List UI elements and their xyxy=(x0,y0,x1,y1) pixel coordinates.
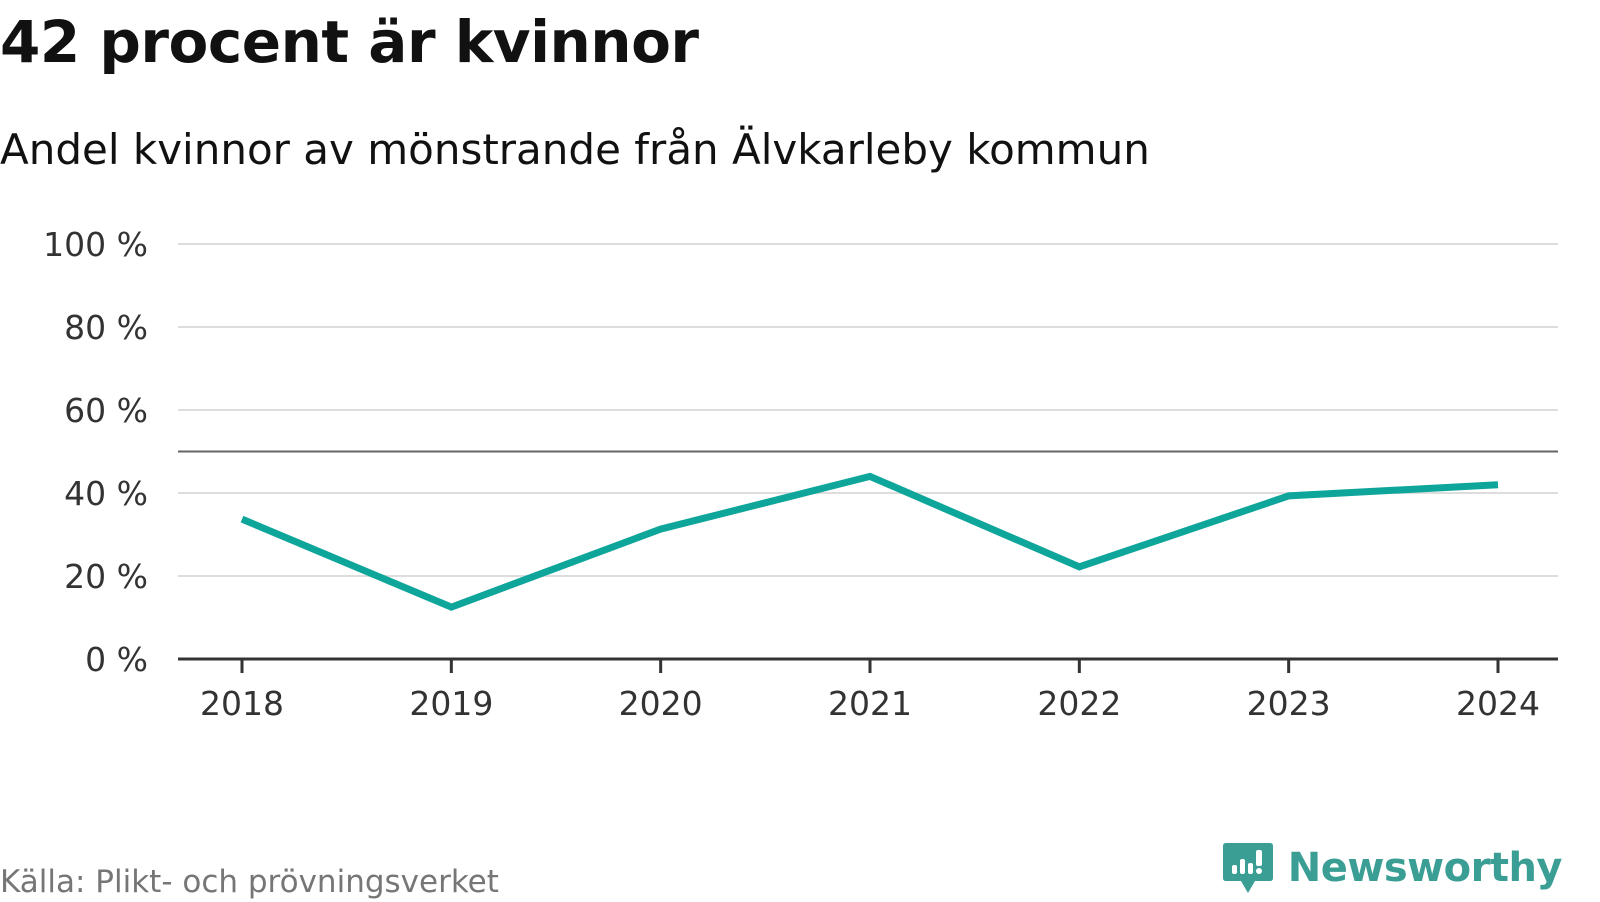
brand-name: Newsworthy xyxy=(1287,845,1563,891)
x-tick-label: 2024 xyxy=(1456,684,1540,723)
chart-subtitle: Andel kvinnor av mönstrande från Älvkarl… xyxy=(0,125,1150,174)
line-chart: 0 % 20 % 40 % 60 % 80 % 100 % 2018 2019 2020 2021… xyxy=(43,225,1558,723)
y-tick-label: 60 % xyxy=(64,391,148,430)
x-tick-label: 2021 xyxy=(828,684,912,723)
y-tick-label: 40 % xyxy=(64,474,148,513)
series-line xyxy=(240,472,1499,611)
source-note: Källa: Plikt- och prövningsverket xyxy=(0,864,499,900)
y-tick-label: 100 % xyxy=(43,225,148,264)
y-tick-label: 20 % xyxy=(64,557,148,596)
x-tick-label: 2018 xyxy=(200,684,284,723)
x-tick-label: 2022 xyxy=(1037,684,1121,723)
y-tick-label: 0 % xyxy=(85,640,148,679)
x-tick-label: 2019 xyxy=(409,684,493,723)
chart-title: 42 procent är kvinnor xyxy=(0,8,699,76)
x-tick-label: 2023 xyxy=(1247,684,1331,723)
y-tick-label: 80 % xyxy=(64,308,148,347)
newsworthy-logo-icon xyxy=(1222,843,1273,893)
newsworthy-brand: Newsworthy xyxy=(1222,840,1563,896)
x-tick-label: 2020 xyxy=(619,684,703,723)
